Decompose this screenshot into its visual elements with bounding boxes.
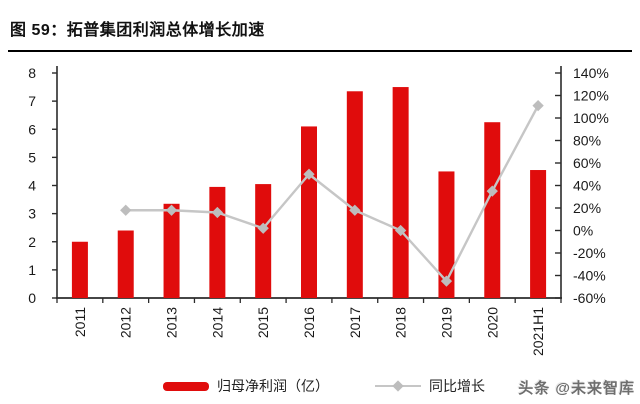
right-axis-tick-label: 80%: [573, 133, 601, 149]
line-marker: [349, 204, 361, 216]
x-axis-label-2017: 2017: [347, 307, 363, 338]
left-axis-tick-label: 6: [28, 121, 36, 137]
bar-2020: [484, 122, 501, 298]
right-axis-tick-label: 60%: [573, 155, 601, 171]
x-axis-label-2018: 2018: [393, 307, 409, 338]
legend-label-net-profit: 归母净利润（亿）: [217, 378, 329, 394]
line-marker: [257, 222, 269, 234]
line-marker: [394, 224, 407, 237]
x-axis-label-2014: 2014: [209, 307, 225, 338]
left-axis-tick-label: 7: [28, 93, 36, 109]
x-axis-label-2012: 2012: [118, 307, 134, 338]
legend-item-net-profit: 归母净利润（亿）: [163, 376, 329, 396]
line-marker: [532, 99, 544, 112]
title-underline: [8, 50, 632, 52]
x-axis-label-2013: 2013: [164, 307, 180, 338]
x-axis-label-2016: 2016: [301, 307, 317, 338]
left-axis-tick-label: 4: [28, 178, 36, 194]
right-axis-tick-label: 120%: [573, 88, 609, 104]
line-marker: [211, 206, 224, 219]
bar-2018: [392, 87, 409, 298]
line-marker: [486, 185, 498, 197]
x-axis-label-2011: 2011: [72, 307, 88, 337]
bar-2015: [255, 184, 272, 298]
chart-header: 图 59：拓普集团利润总体增长加速: [0, 0, 640, 52]
chart-legend: 归母净利润（亿） 同比增长: [0, 374, 640, 398]
left-axis-tick-label: 2: [28, 234, 36, 250]
bar-2021H1: [530, 170, 547, 298]
line-marker: [165, 204, 178, 216]
x-axis-label-2021H1: 2021H1: [530, 307, 546, 356]
bar-2011: [71, 241, 88, 298]
right-axis-tick-label: 100%: [573, 110, 609, 126]
bar-2019: [438, 171, 455, 298]
right-axis-tick-label: 140%: [573, 65, 609, 81]
right-axis-tick-label: -20%: [573, 245, 606, 261]
bar-2012: [117, 230, 134, 298]
left-axis-tick-label: 0: [28, 290, 36, 306]
right-axis-tick-label: -60%: [573, 290, 606, 306]
right-axis-tick-label: 20%: [573, 200, 601, 216]
right-axis-tick-label: -40%: [573, 268, 606, 284]
watermark-toutiao-weilai-zhiku: 头条 @未来智库: [518, 380, 635, 397]
bar-2014: [209, 186, 226, 298]
left-axis-tick-label: 5: [28, 149, 36, 165]
legend-label-yoy-growth: 同比增长: [429, 378, 485, 394]
line-swatch-icon: [375, 380, 421, 392]
profit-growth-chart: 0 1 2 3 4 5 6 7 8 -60% -40% -20% 0% 20% 40% 60% 80% 100% 1…: [28, 65, 609, 356]
diamond-marker-icon: [392, 380, 404, 392]
legend-item-yoy-growth: 同比增长: [375, 376, 485, 396]
bar-2013: [163, 203, 180, 298]
line-marker: [120, 204, 132, 216]
bar-2016: [301, 126, 317, 298]
x-axis-label-2020: 2020: [484, 307, 500, 338]
chart-title: 图 59：拓普集团利润总体增长加速: [10, 22, 265, 39]
bar-swatch-icon: [163, 381, 209, 391]
left-axis-tick-label: 8: [28, 65, 36, 81]
line-marker: [440, 275, 453, 287]
left-axis-tick-label: 1: [28, 262, 36, 278]
bar-2017: [346, 91, 363, 298]
right-axis-tick-label: 40%: [573, 178, 601, 194]
left-axis-tick-label: 3: [28, 206, 36, 222]
yoy-growth-line: [125, 105, 540, 283]
right-axis-tick-label: 0%: [573, 223, 593, 239]
x-axis-label-2019: 2019: [438, 307, 454, 338]
x-axis-label-2015: 2015: [255, 307, 271, 338]
